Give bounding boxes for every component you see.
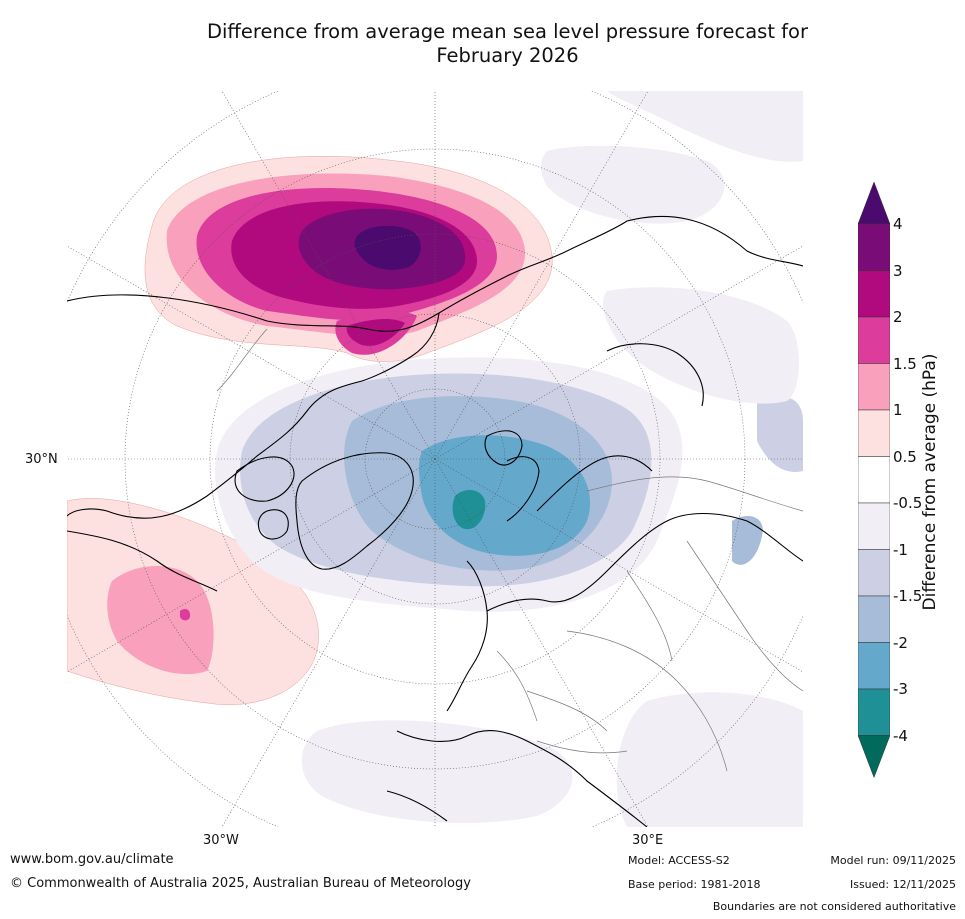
positive-anomaly-pacific xyxy=(144,155,553,362)
colorbar xyxy=(857,181,891,786)
lat-label-30n: 30°N xyxy=(25,452,58,467)
colorbar-tick-label: -1 xyxy=(893,540,908,559)
lon-label-30w: 30°W xyxy=(203,833,239,848)
colorbar-tick-label: 1 xyxy=(893,401,903,419)
chart-title: Difference from average mean sea level p… xyxy=(100,20,915,68)
country-borders xyxy=(216,328,803,772)
colorbar-tick-label: -1.5 xyxy=(893,587,923,605)
colorbar-bin-top xyxy=(857,181,891,225)
title-line-1: Difference from average mean sea level p… xyxy=(207,20,808,43)
colorbar-tick-label: 2 xyxy=(893,308,903,326)
map-panel xyxy=(67,91,803,827)
colorbar-bin xyxy=(857,595,891,643)
colorbar-bin xyxy=(857,456,891,504)
footer-copyright: © Commonwealth of Australia 2025, Austra… xyxy=(10,876,471,891)
positive-anomaly-atlantic xyxy=(67,498,319,705)
colorbar-title: Difference from average (hPa) xyxy=(920,353,940,611)
colorbar-tick-label: 4 xyxy=(893,215,903,233)
pressure-anomaly-map xyxy=(67,91,803,827)
footer-url: www.bom.gov.au/climate xyxy=(10,852,174,867)
colorbar-bin xyxy=(857,549,891,597)
footer-base-period: Base period: 1981-2018 xyxy=(628,878,761,891)
weak-negative-anomalies xyxy=(301,91,803,827)
colorbar-bin xyxy=(857,270,891,318)
colorbar-bin xyxy=(857,642,891,690)
colorbar-bin xyxy=(857,409,891,457)
footer-disclaimer: Boundaries are not considered authoritat… xyxy=(712,900,956,913)
colorbar-bin xyxy=(857,688,891,736)
negative-anomaly-arctic xyxy=(215,357,803,612)
colorbar-tick-label: -3 xyxy=(893,680,908,698)
colorbar-bin xyxy=(857,502,891,550)
footer-issued: Issued: 12/11/2025 xyxy=(849,878,956,891)
colorbar-bin-bottom xyxy=(857,735,891,779)
colorbar-tick-label: -2 xyxy=(893,633,908,652)
colorbar-tick-label: 0.5 xyxy=(893,447,917,466)
colorbar-swatches xyxy=(857,181,891,779)
colorbar-tick-label: 1.5 xyxy=(893,354,917,373)
graticule xyxy=(67,91,803,827)
coastlines xyxy=(67,215,803,827)
lon-label-30e: 30°E xyxy=(632,833,664,848)
colorbar-bin xyxy=(857,363,891,411)
colorbar-tick-label: -4 xyxy=(893,726,908,745)
footer-model: Model: ACCESS-S2 xyxy=(628,854,730,867)
colorbar-tick-label: -0.5 xyxy=(893,494,923,512)
colorbar-bin xyxy=(857,223,891,271)
footer-model-run: Model run: 09/11/2025 xyxy=(830,854,956,867)
colorbar-tick-label: 3 xyxy=(893,261,903,280)
title-line-2: February 2026 xyxy=(436,44,579,67)
colorbar-bin xyxy=(857,316,891,364)
